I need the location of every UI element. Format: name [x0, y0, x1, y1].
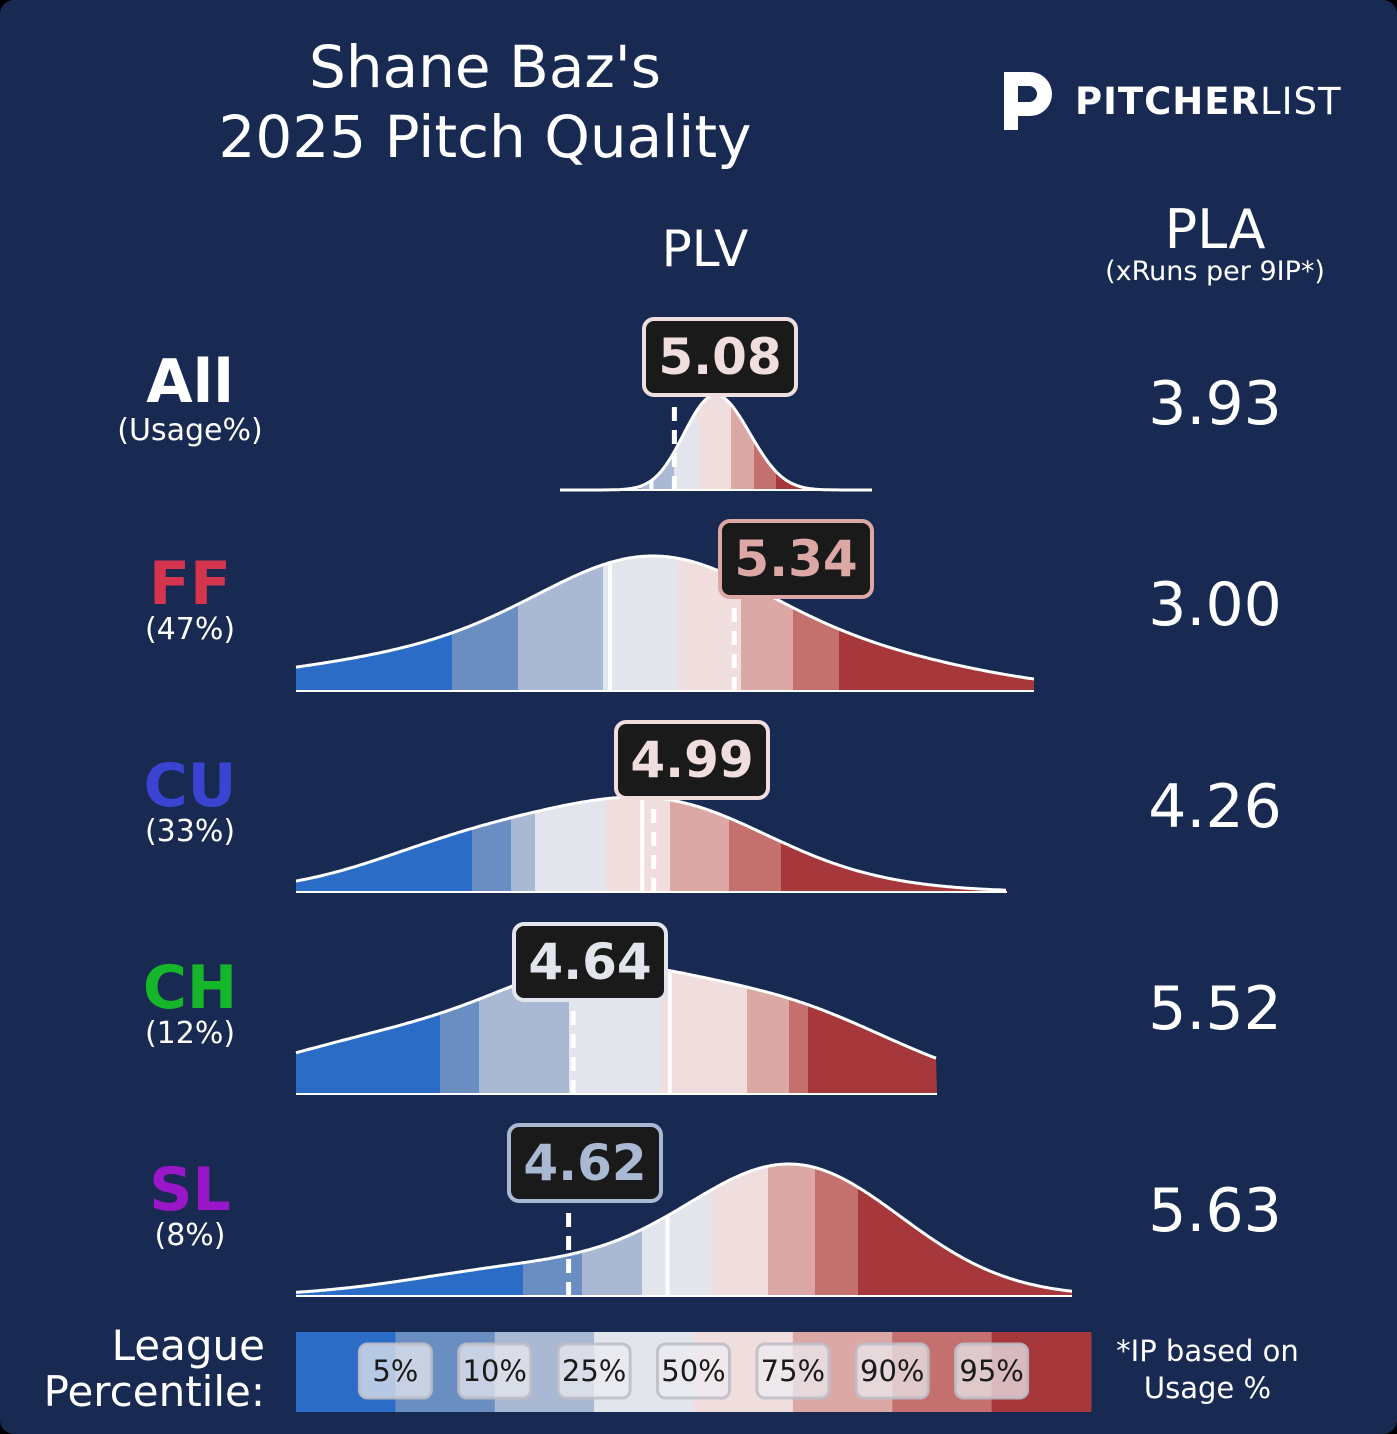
percentile-band-ch-4: [661, 964, 747, 1094]
pitch-usage-all: (Usage%): [117, 413, 263, 448]
plv-label-sl: 4.62: [523, 1134, 646, 1192]
percentile-band-ch-5: [747, 964, 789, 1094]
legend-tick-6: 95%: [959, 1354, 1023, 1388]
legend-tick-box-1: [457, 1342, 533, 1400]
density-row-all: 5.08: [560, 317, 872, 492]
legend-tick-box-0: [357, 1342, 433, 1400]
density-row-ff: 5.34: [295, 519, 1035, 692]
percentile-band-cu-3: [535, 797, 606, 892]
percentile-band-ff-3: [603, 556, 678, 691]
pla-header: PLA: [1164, 198, 1266, 261]
legend-tick-box-3: [656, 1342, 731, 1400]
pitch-label-sl: SL: [149, 1155, 231, 1225]
pitch-label-all: All: [146, 347, 234, 417]
pitcherlist-logo-icon: [1004, 72, 1052, 130]
percentile-band-all-4: [698, 395, 731, 490]
percentile-band-ch-1: [440, 964, 479, 1094]
percentile-band-ch-0: [296, 964, 440, 1094]
footnote-line2: Usage %: [1143, 1371, 1272, 1405]
density-row-sl: 4.62: [295, 1123, 1073, 1297]
legend-tick-box-6: [954, 1342, 1030, 1400]
pitch-usage-sl: (8%): [154, 1218, 226, 1253]
pla-value-all: 3.93: [1148, 369, 1282, 439]
pla-value-sl: 5.63: [1148, 1176, 1282, 1246]
pitch-usage-ff: (47%): [144, 612, 236, 647]
pla-value-ch: 5.52: [1148, 974, 1282, 1044]
legend-label-line2: Percentile:: [43, 1367, 265, 1416]
percentile-band-all-7: [776, 395, 872, 490]
pla-value-cu: 4.26: [1148, 772, 1282, 842]
percentile-legend: 5% 10% 25% 50% 75% 90% 95%: [296, 1332, 1092, 1412]
percentile-band-sl-5: [768, 1164, 815, 1296]
legend-tick-box-4: [755, 1342, 831, 1400]
plv-label-all: 5.08: [658, 328, 781, 386]
pla-subheader: (xRuns per 9IP*): [1105, 256, 1325, 287]
percentile-band-all-5: [731, 395, 754, 490]
density-outline-sl: [295, 1162, 1073, 1294]
plv-label-box-ff: [718, 519, 874, 599]
pitch-label-ch: CH: [142, 953, 238, 1023]
plv-header: PLV: [661, 220, 749, 278]
density-row-ch: 4.64: [295, 922, 937, 1095]
percentile-band-cu-4: [606, 797, 670, 892]
pla-value-ff: 3.00: [1148, 570, 1282, 640]
plv-label-box-cu: [614, 720, 770, 800]
plv-label-box-ch: [512, 922, 668, 1002]
plv-label-box-sl: [507, 1123, 663, 1203]
plv-label-ch: 4.64: [528, 933, 651, 991]
logo-bold: PITCHER: [1075, 80, 1261, 123]
legend-tick-3: 50%: [661, 1354, 725, 1388]
percentile-band-sl-7: [858, 1164, 1072, 1296]
chart-title-line1: Shane Baz's: [309, 33, 661, 101]
legend-tick-4: 75%: [761, 1354, 825, 1388]
pitch-label-cu: CU: [143, 751, 237, 821]
percentile-band-cu-6: [729, 797, 781, 892]
legend-tick-box-2: [556, 1342, 632, 1400]
chart-title-line2: 2025 Pitch Quality: [218, 103, 752, 171]
percentile-band-all-3: [674, 395, 698, 490]
legend-tick-0: 5%: [372, 1354, 418, 1388]
pitch-label-ff: FF: [149, 549, 231, 619]
percentile-band-all-6: [754, 395, 776, 490]
plv-label-ff: 5.34: [734, 530, 857, 588]
legend-tick-2: 25%: [562, 1354, 626, 1388]
density-row-cu: 4.99: [295, 720, 1007, 893]
percentile-band-sl-6: [815, 1164, 858, 1296]
density-outline-ff: [295, 554, 1035, 681]
percentile-band-cu-1: [472, 797, 511, 892]
percentile-band-cu-0: [296, 797, 472, 892]
plv-label-box-all: [642, 317, 798, 397]
percentile-band-all-0: [560, 395, 630, 490]
legend-tick-box-5: [854, 1342, 930, 1400]
percentile-band-ch-6: [789, 964, 808, 1094]
percentile-band-ch-7: [808, 964, 937, 1094]
logo-light: LIST: [1260, 80, 1342, 123]
percentile-band-all-1: [630, 395, 641, 490]
plv-label-cu: 4.99: [630, 731, 753, 789]
percentile-band-cu-2: [511, 797, 535, 892]
pitch-usage-ch: (12%): [144, 1016, 236, 1051]
footnote-line1: *IP based on: [1116, 1334, 1299, 1368]
pitch-usage-cu: (33%): [144, 814, 236, 849]
percentile-band-sl-0: [296, 1164, 523, 1296]
legend-tick-5: 90%: [860, 1354, 924, 1388]
pitcherlist-wordmark: PITCHERLIST: [1075, 80, 1342, 123]
percentile-band-ff-0: [296, 556, 452, 691]
legend-tick-1: 10%: [463, 1354, 527, 1388]
legend-label-line1: League: [111, 1321, 265, 1370]
